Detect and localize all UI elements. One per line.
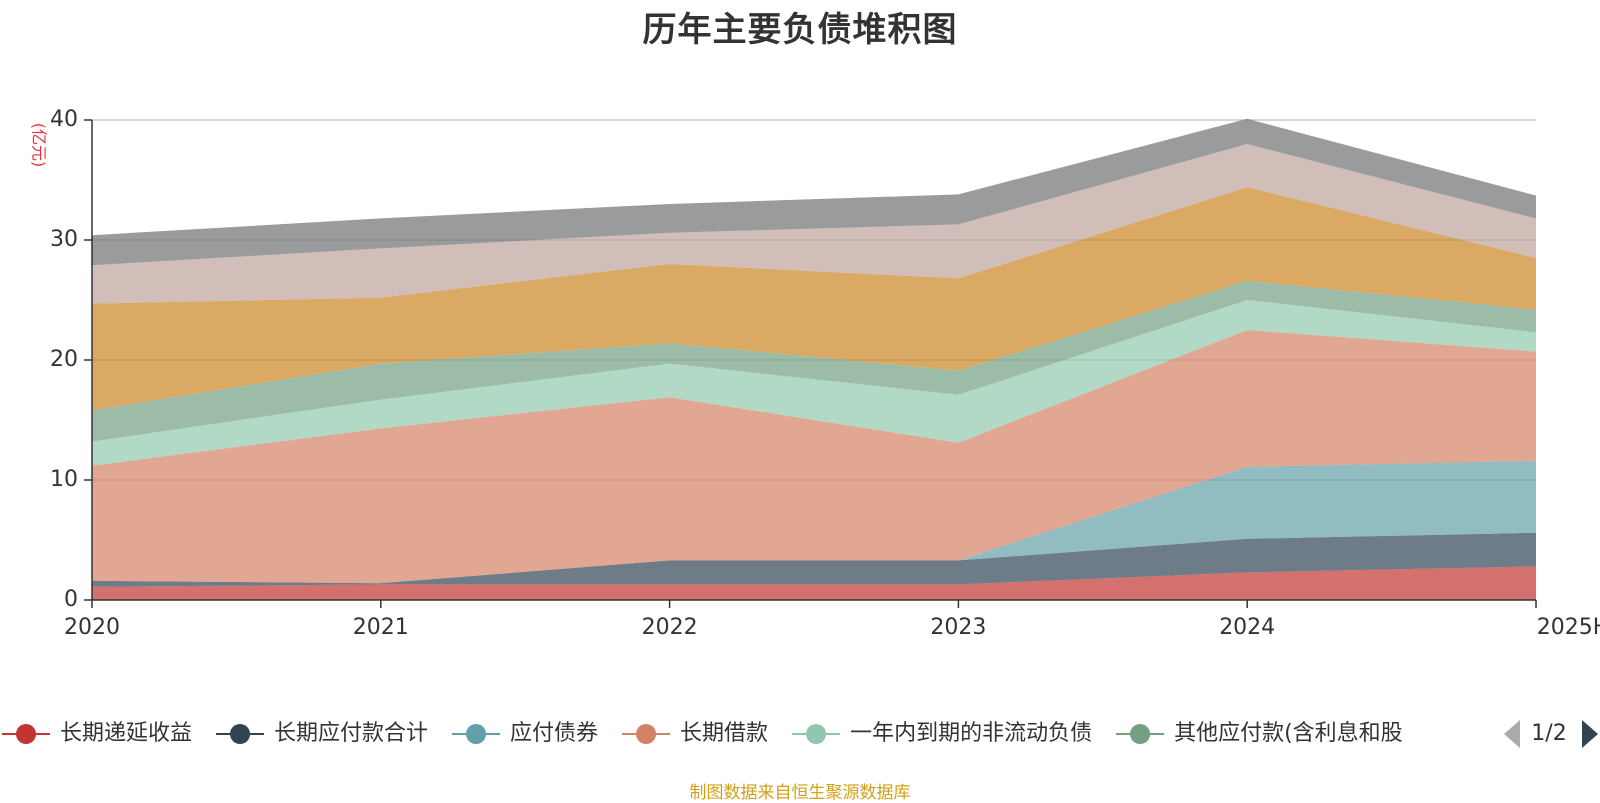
y-tick-label: 10 bbox=[50, 467, 78, 492]
legend-label: 长期应付款合计 bbox=[274, 721, 428, 746]
legend-prev-arrow-icon[interactable] bbox=[1504, 720, 1520, 748]
legend-circle-marker bbox=[230, 724, 251, 744]
y-tick-label: 30 bbox=[50, 227, 78, 252]
area-series-3 bbox=[92, 330, 1536, 584]
legend-label: 应付债券 bbox=[510, 721, 598, 746]
source-footer: 制图数据来自恒生聚源数据库 bbox=[689, 783, 911, 803]
area-series-8 bbox=[92, 118, 1536, 266]
area-series-1 bbox=[92, 532, 1536, 587]
legend-item[interactable]: 长期递延收益 bbox=[2, 721, 192, 746]
legend: 长期递延收益 长期应付款合计 应付债券 长期借款 一年内到期的非流动负债 其他应付款(含利… bbox=[2, 721, 1403, 746]
legend-circle-marker bbox=[466, 724, 487, 744]
y-axis-ticks: 0 10 20 30 40 bbox=[50, 107, 92, 612]
area-series bbox=[92, 118, 1536, 600]
legend-label: 其他应付款(含利息和股 bbox=[1174, 721, 1403, 746]
area-series-0 bbox=[92, 566, 1536, 600]
area-series-7 bbox=[92, 144, 1536, 304]
area-series-2 bbox=[92, 460, 1536, 584]
x-axis-ticks: 2020 2021 2022 2023 2024 2025H1 bbox=[64, 600, 1600, 640]
legend-pager: 1/2 bbox=[1504, 720, 1598, 748]
legend-label: 长期递延收益 bbox=[60, 721, 192, 746]
legend-circle-marker bbox=[1130, 724, 1151, 744]
legend-circle-marker bbox=[806, 724, 827, 744]
chart-title: 历年主要负债堆积图 bbox=[642, 10, 958, 50]
legend-circle-marker bbox=[16, 724, 36, 744]
y-tick-label: 0 bbox=[64, 587, 78, 612]
x-tick-label: 2024 bbox=[1219, 615, 1275, 640]
x-tick-label: 2025H1 bbox=[1537, 615, 1600, 640]
area-series-5 bbox=[92, 280, 1536, 442]
legend-next-arrow-icon[interactable] bbox=[1582, 720, 1598, 748]
x-tick-label: 2023 bbox=[930, 615, 986, 640]
y-tick-label: 40 bbox=[50, 107, 78, 132]
y-tick-label: 20 bbox=[50, 347, 78, 372]
x-tick-label: 2022 bbox=[642, 615, 698, 640]
legend-circle-marker bbox=[636, 724, 657, 744]
y-axis-unit-label: (亿元) bbox=[30, 123, 49, 168]
legend-label: 长期借款 bbox=[680, 721, 768, 746]
legend-item[interactable]: 其他应付款(含利息和股 bbox=[1116, 721, 1403, 746]
legend-page-indicator: 1/2 bbox=[1531, 721, 1566, 746]
legend-item[interactable]: 应付债券 bbox=[452, 721, 598, 746]
area-series-6 bbox=[92, 187, 1536, 411]
legend-item[interactable]: 长期借款 bbox=[622, 721, 768, 746]
legend-item[interactable]: 长期应付款合计 bbox=[216, 721, 428, 746]
x-tick-label: 2020 bbox=[64, 615, 120, 640]
legend-label: 一年内到期的非流动负债 bbox=[850, 721, 1092, 746]
x-tick-label: 2021 bbox=[353, 615, 409, 640]
area-series-4 bbox=[92, 300, 1536, 466]
legend-item[interactable]: 一年内到期的非流动负债 bbox=[792, 721, 1092, 746]
